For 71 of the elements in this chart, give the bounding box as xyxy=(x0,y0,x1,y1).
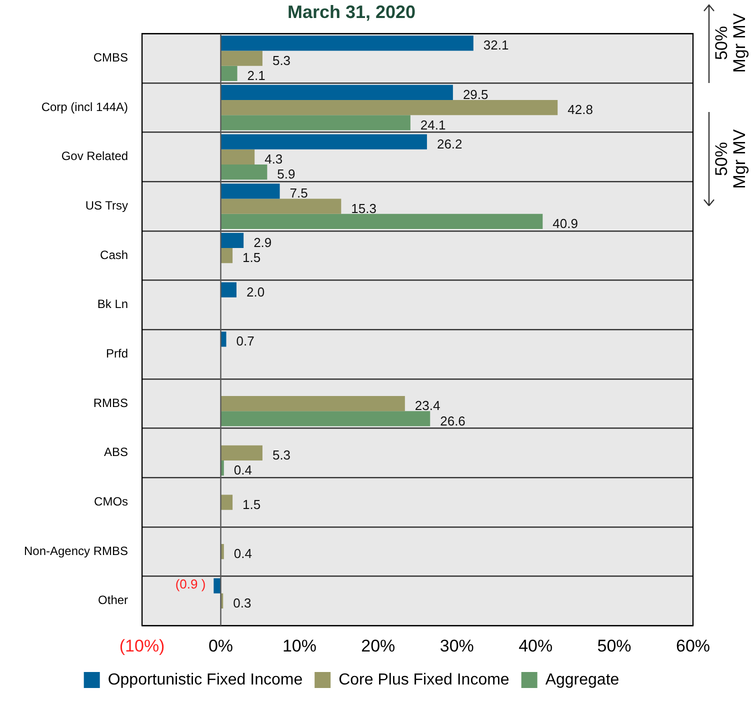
bar xyxy=(220,248,233,264)
x-tick-label: (10%) xyxy=(119,636,165,656)
bar xyxy=(220,66,238,81)
data-label: 7.5 xyxy=(290,186,308,201)
x-tick-label: 30% xyxy=(440,636,474,656)
data-label: 42.8 xyxy=(568,102,593,118)
y-tick-label: CMBS xyxy=(93,50,128,65)
bar xyxy=(220,84,453,100)
data-label: 5.9 xyxy=(277,166,296,182)
bar xyxy=(220,164,268,180)
x-tick-label: 50% xyxy=(597,636,632,656)
y-tick-label: Prfd xyxy=(106,346,128,361)
x-tick-label: 40% xyxy=(518,636,553,656)
data-label: (0.9 ) xyxy=(175,576,206,592)
y-tick-label: ABS xyxy=(104,445,128,460)
legend-label: Aggregate xyxy=(545,671,620,688)
bar xyxy=(220,411,430,426)
y-tick-label: RMBS xyxy=(93,396,128,410)
y-tick-label: US Trsy xyxy=(85,198,128,213)
data-label: 4.3 xyxy=(264,152,283,167)
bar xyxy=(220,396,405,412)
bar xyxy=(220,50,262,66)
x-tick-label: 20% xyxy=(361,636,396,656)
bar xyxy=(220,149,255,164)
legend-label: Core Plus Fixed Income xyxy=(338,671,510,688)
y-tick-label: Corp (incl 144A) xyxy=(41,100,128,114)
bar xyxy=(220,198,342,214)
data-label: 5.3 xyxy=(272,448,291,463)
data-label: 40.9 xyxy=(552,216,578,231)
data-label: 2.9 xyxy=(254,235,272,250)
bar xyxy=(220,134,427,150)
data-label: 26.2 xyxy=(436,136,462,152)
data-label: 1.5 xyxy=(242,496,261,512)
data-label: 2.1 xyxy=(247,68,266,83)
bar xyxy=(220,332,226,347)
bar xyxy=(214,578,221,594)
data-label: 0.7 xyxy=(236,334,254,349)
bar xyxy=(220,184,280,199)
text: 50% Mgr MV xyxy=(712,12,749,76)
x-tick-label: 10% xyxy=(282,636,316,656)
data-label: 29.5 xyxy=(462,87,488,102)
text: 50% Mgr MV xyxy=(712,128,749,191)
data-label: 0.3 xyxy=(233,596,252,611)
y-tick-label: Gov Related xyxy=(61,149,128,164)
bar xyxy=(220,115,410,130)
data-label: 26.6 xyxy=(440,413,466,428)
bar xyxy=(220,214,543,229)
data-label: 1.5 xyxy=(242,250,261,266)
bar xyxy=(220,232,244,248)
y-tick-label: CMOs xyxy=(94,494,128,509)
x-tick-label: 60% xyxy=(676,636,710,656)
data-label: 23.4 xyxy=(414,398,440,414)
y-tick-label: Other xyxy=(98,593,128,608)
bar xyxy=(220,282,236,298)
legend-label: Opportunistic Fixed Income xyxy=(108,671,303,688)
y-tick-label: Bk Ln xyxy=(97,297,128,312)
data-label: 15.3 xyxy=(351,200,376,216)
data-label: 24.1 xyxy=(420,117,446,132)
data-label: 0.4 xyxy=(234,462,252,478)
y-tick-label: Cash xyxy=(100,248,128,262)
data-label: 0.4 xyxy=(234,546,252,562)
bar xyxy=(220,494,233,510)
x-tick-label: 0% xyxy=(208,636,234,656)
data-label: 5.3 xyxy=(272,52,291,68)
y-tick-label: Non-Agency RMBS xyxy=(24,544,128,558)
bar xyxy=(220,100,558,116)
bar xyxy=(220,36,474,51)
data-label: 32.1 xyxy=(483,38,509,53)
chart-title: March 31, 2020 xyxy=(287,2,416,22)
data-label: 2.0 xyxy=(246,284,265,300)
bar xyxy=(220,445,262,460)
